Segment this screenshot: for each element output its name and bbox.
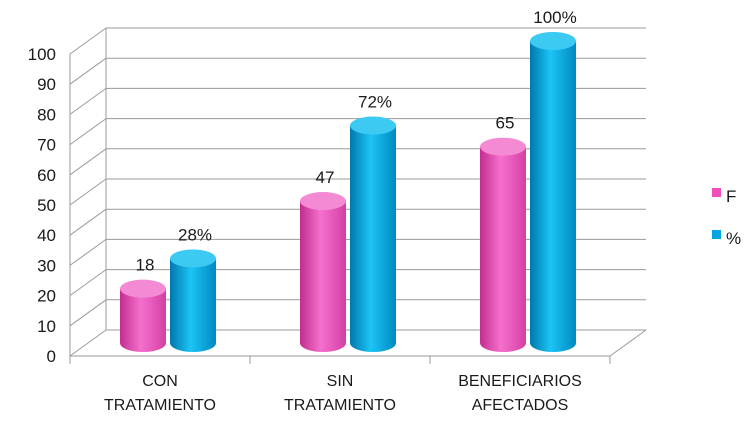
gridline-depth [69, 238, 107, 266]
y-tick-label: 90 [37, 75, 56, 94]
y-tick-label: 30 [37, 256, 56, 275]
x-axis: CON TRATAMIENTO SIN TRATAMIENTO BENEFICIARIO… [104, 373, 582, 414]
bar: 72% [350, 93, 396, 352]
x-tick-label: SIN TRATAMIENTO [284, 373, 396, 414]
legend-swatch [712, 188, 721, 197]
gridline-depth [69, 57, 107, 85]
y-tick-label: 60 [37, 166, 56, 185]
bar: 28% [170, 225, 216, 352]
bar-top [170, 249, 216, 268]
data-label: 28% [178, 225, 212, 244]
bar-top [480, 137, 526, 156]
bar-top [120, 279, 166, 298]
data-label: 100% [533, 8, 576, 27]
gridline-depth [69, 87, 107, 115]
bar-top [350, 116, 396, 135]
legend-label: F [726, 187, 736, 206]
data-label: 18 [136, 256, 155, 275]
legend-item: F [712, 187, 736, 206]
gridline-depth [69, 299, 107, 327]
y-tick-label: 80 [37, 105, 56, 124]
floor-side [609, 329, 647, 357]
gridline-depth [69, 148, 107, 176]
bars: 18 28% 47 72% 65 100% [120, 8, 577, 352]
bar: 100% [530, 8, 577, 352]
y-tick-label: 70 [37, 136, 56, 155]
gridline-depth [69, 269, 107, 297]
x-tick-label: CON TRATAMIENTO [104, 373, 216, 414]
data-label: 72% [358, 93, 392, 112]
y-axis: 0 10 20 30 40 50 60 70 80 90 100 [28, 45, 56, 366]
legend-label: % [726, 229, 741, 248]
bar-body [480, 146, 526, 352]
gridline-depth [69, 118, 107, 146]
bar: 47 [300, 168, 346, 352]
y-tick-label: 50 [37, 196, 56, 215]
legend: F% [712, 187, 741, 248]
gridline-depth [69, 208, 107, 236]
y-tick-label: 0 [47, 347, 56, 366]
gridline-depth [69, 178, 107, 206]
legend-item: % [712, 229, 741, 248]
y-tick-label: 10 [37, 317, 56, 336]
y-tick-label: 20 [37, 287, 56, 306]
bar: 65 [480, 114, 526, 352]
bar-top [300, 192, 346, 211]
x-tick-label: BENEFICIARIOS AFECTADOS [458, 373, 582, 414]
data-label: 47 [316, 168, 335, 187]
gridline-depth [69, 27, 107, 55]
y-tick-label: 100 [28, 45, 56, 64]
bar-body [120, 288, 166, 352]
gridline-depth [69, 329, 107, 357]
legend-swatch [712, 230, 721, 239]
bar-body [350, 125, 396, 352]
y-tick-label: 40 [37, 226, 56, 245]
bar-body [170, 258, 216, 352]
data-label: 65 [496, 114, 515, 133]
bar: 18 [120, 256, 166, 352]
bar-body [530, 41, 576, 352]
bar-body [300, 201, 346, 352]
bar-top [530, 32, 576, 50]
